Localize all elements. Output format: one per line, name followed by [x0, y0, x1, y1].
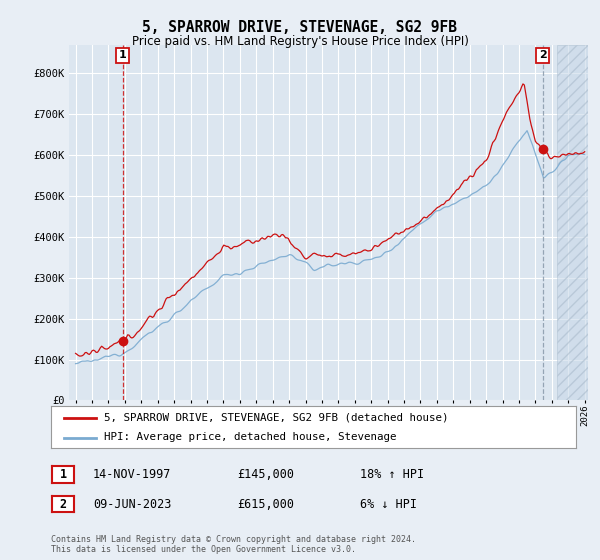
Text: 1: 1 — [59, 468, 67, 482]
Bar — [557, 45, 588, 400]
Text: 5, SPARROW DRIVE, STEVENAGE, SG2 9FB: 5, SPARROW DRIVE, STEVENAGE, SG2 9FB — [143, 20, 458, 35]
Text: 18% ↑ HPI: 18% ↑ HPI — [360, 468, 424, 482]
Text: Contains HM Land Registry data © Crown copyright and database right 2024.
This d: Contains HM Land Registry data © Crown c… — [51, 535, 416, 554]
Text: 1: 1 — [119, 50, 127, 60]
Text: 2: 2 — [539, 50, 547, 60]
Text: 5, SPARROW DRIVE, STEVENAGE, SG2 9FB (detached house): 5, SPARROW DRIVE, STEVENAGE, SG2 9FB (de… — [104, 413, 448, 423]
Text: 6% ↓ HPI: 6% ↓ HPI — [360, 497, 417, 511]
Text: 14-NOV-1997: 14-NOV-1997 — [93, 468, 172, 482]
Text: £145,000: £145,000 — [237, 468, 294, 482]
Text: HPI: Average price, detached house, Stevenage: HPI: Average price, detached house, Stev… — [104, 432, 396, 442]
Text: 2: 2 — [59, 497, 67, 511]
Text: Price paid vs. HM Land Registry's House Price Index (HPI): Price paid vs. HM Land Registry's House … — [131, 35, 469, 48]
Text: 09-JUN-2023: 09-JUN-2023 — [93, 497, 172, 511]
Text: £615,000: £615,000 — [237, 497, 294, 511]
